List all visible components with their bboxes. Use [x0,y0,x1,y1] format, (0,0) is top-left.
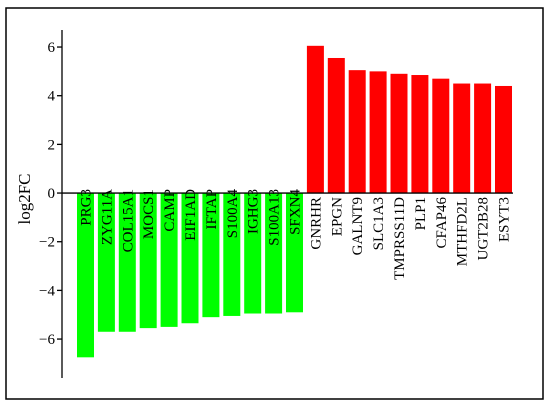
category-label: GNRHR [308,197,324,250]
bar-ighg3 [244,193,262,314]
y-tick-label: −4 [39,283,55,299]
category-label: GALNT9 [350,197,366,255]
category-label: EIF1AD [183,189,199,241]
bar-mocs1 [139,193,157,329]
category-label: PRG3 [79,189,95,226]
category-label: EPGN [329,197,345,236]
category-label: S100A13 [267,189,283,246]
category-label: IFTAP [204,189,220,229]
bar-s100a4 [223,193,241,316]
category-label: CFAP46 [434,197,450,249]
bar-camp [160,193,178,327]
bar-prg3 [77,193,94,358]
category-label: MOCS1 [141,189,157,239]
bar-gnrhr [306,45,324,194]
y-tick-label: 0 [48,186,56,202]
category-label: SLC1A3 [371,197,387,250]
y-tick-label: −2 [39,235,55,251]
category-label: TMPRSS11D [392,197,408,280]
bars-layer [77,45,512,358]
y-tick-label: 6 [48,40,56,56]
bar-plp1 [411,75,429,194]
category-label: ZYG11A [99,189,115,245]
y-axis: −6 −4 −2 0 2 4 6 [39,30,513,378]
category-label: PLP1 [413,197,429,230]
category-label: ESYT3 [497,197,513,242]
bar-ugt2b28 [474,83,492,194]
y-tick-label: 4 [48,89,56,105]
y-tick-label: 2 [48,137,56,153]
bar-s100a13 [265,193,283,314]
category-label: SFXN4 [288,189,304,235]
bar-slc1a3 [369,71,387,194]
bar-cfap46 [432,78,450,194]
bar-mthfd2l [453,83,471,194]
bar-eif1ad [181,193,199,324]
bar-sfxn4 [286,193,303,313]
bar-zyg11a [97,193,115,332]
bar-iftap [202,193,220,318]
category-label: CAMP [162,189,178,232]
category-label: S100A4 [225,189,241,239]
category-label: UGT2B28 [476,197,492,260]
bar-tmprss11d [390,73,408,194]
bar-galnt9 [348,70,366,194]
category-label: COL15A1 [120,189,136,252]
y-tick-label: −6 [39,332,55,348]
category-label: IGHG3 [246,189,262,234]
bar-epgn [327,57,345,194]
category-labels: PRG3 ZYG11A COL15A1 MOCS1 CAMP EIF1AD IFTAP S10… [79,189,513,280]
y-axis-label: log2FC [15,173,34,224]
bar-esyt3 [495,85,512,194]
category-label: MTHFD2L [455,197,471,266]
bar-col15a1 [118,193,136,332]
